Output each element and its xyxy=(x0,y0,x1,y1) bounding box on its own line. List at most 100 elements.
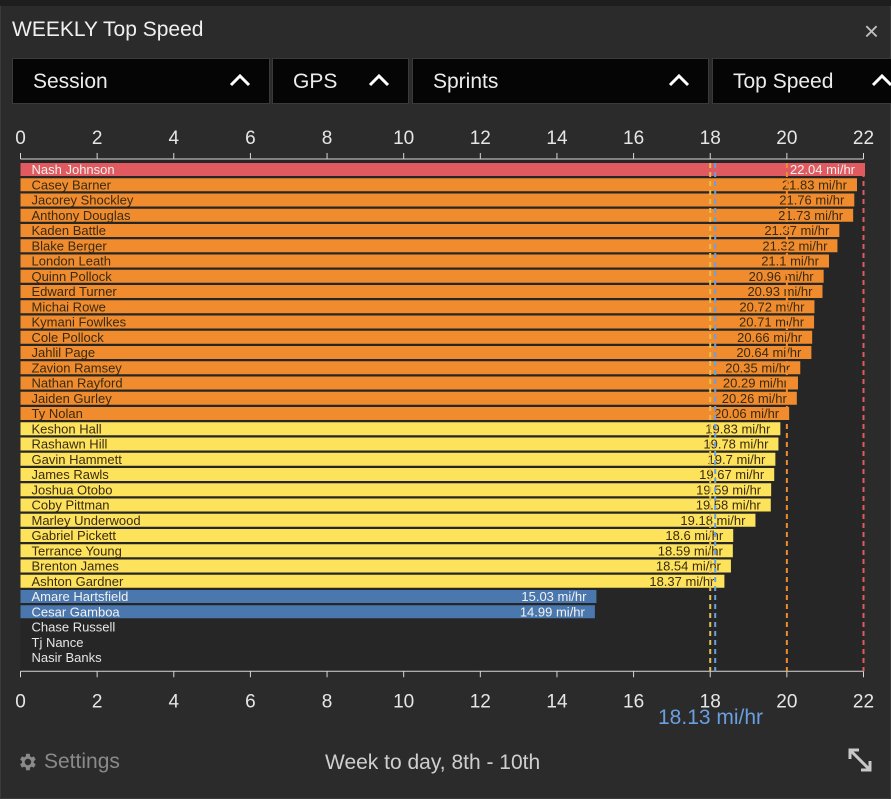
bar-name-label: Blake Berger xyxy=(32,238,108,253)
bottom-axis-tick-label: 8 xyxy=(322,691,333,710)
bar-name-label: James Rawls xyxy=(32,467,110,482)
bar-name-label: Michai Rowe xyxy=(32,299,106,314)
bar-value-label: 14.99 mi/hr xyxy=(520,604,586,619)
top-axis-tick-label: 4 xyxy=(168,128,179,149)
top-speed-dropdown-label: Top Speed xyxy=(733,70,834,93)
bottom-axis-tick-label: 6 xyxy=(245,691,256,710)
bar-edward-turner xyxy=(20,285,823,298)
bar-value-label: 21.83 mi/hr xyxy=(782,177,848,192)
top-axis-tick-label: 12 xyxy=(470,128,491,149)
bar-nash-johnson xyxy=(20,163,866,176)
session-dropdown[interactable]: Session xyxy=(12,58,270,104)
top-axis-tick-label: 14 xyxy=(546,128,568,149)
top-speed-dropdown[interactable]: Top Speed xyxy=(712,58,891,104)
bar-name-label: Jahlil Page xyxy=(32,345,96,360)
top-axis-tick-label: 8 xyxy=(322,128,333,149)
bar-name-label: Terrance Young xyxy=(32,543,122,558)
bottom-axis-tick-label: 10 xyxy=(393,691,414,710)
bar-value-label: 19.83 mi/hr xyxy=(705,421,771,436)
bar-value-label: 18.6 mi/hr xyxy=(665,528,723,543)
bar-coby-pittman xyxy=(20,498,771,512)
bar-name-label: Keshon Hall xyxy=(32,421,102,436)
bar-kymani-fowlkes xyxy=(20,315,815,329)
session-dropdown-label: Session xyxy=(33,70,108,93)
bar-name-label: Casey Barner xyxy=(32,177,112,192)
bar-value-label: 18.59 mi/hr xyxy=(658,543,724,558)
top-axis-tick-label: 16 xyxy=(623,128,644,149)
bar-value-label: 18.54 mi/hr xyxy=(656,559,722,574)
bar-kaden-battle xyxy=(20,224,840,237)
bar-joshua-otobo xyxy=(20,483,772,497)
bar-casey-barner xyxy=(20,178,857,192)
bar-name-label: London Leath xyxy=(32,254,112,269)
top-axis-tick-label: 20 xyxy=(776,128,797,149)
bottom-axis-tick-label: 2 xyxy=(92,691,103,710)
bar-name-label: Quinn Pollock xyxy=(32,269,113,284)
top-axis-tick-label: 10 xyxy=(393,128,414,149)
bar-keshon-hall xyxy=(20,422,781,436)
bar-name-label: Ty Nolan xyxy=(32,406,83,421)
bar-jahlil-page xyxy=(20,346,812,359)
reference-value-label: 18.13 mi/hr xyxy=(658,706,764,729)
bar-name-label: Rashawn Hill xyxy=(32,437,108,452)
bar-name-label: Jacorey Shockley xyxy=(32,193,134,208)
bar-name-label: Gavin Hammett xyxy=(32,452,123,467)
expand-icon[interactable] xyxy=(846,746,874,774)
chevron-up-icon xyxy=(871,73,891,87)
bar-name-label: Ashton Gardner xyxy=(32,574,124,589)
chevron-up-icon xyxy=(668,73,690,87)
bar-name-label: Jaiden Gurley xyxy=(32,391,113,406)
top-axis-tick-label: 2 xyxy=(92,128,103,149)
bar-brenton-james xyxy=(20,559,731,573)
bar-name-label: Kaden Battle xyxy=(32,223,106,238)
bar-name-label: Chase Russell xyxy=(32,620,116,635)
sprints-dropdown[interactable]: Sprints xyxy=(412,58,709,104)
bar-name-label: Joshua Otobo xyxy=(32,482,113,497)
bar-name-label: Anthony Douglas xyxy=(32,208,132,223)
bar-value-label: 19.78 mi/hr xyxy=(703,437,769,452)
bar-blake-berger xyxy=(20,239,838,253)
bar-cesar-gamboa xyxy=(20,605,595,619)
bar-value-label: 22.04 mi/hr xyxy=(790,162,856,177)
bar-value-label: 20.93 mi/hr xyxy=(747,284,813,299)
bar-anthony-douglas xyxy=(20,208,854,222)
bar-michai-rowe xyxy=(20,300,815,314)
bar-value-label: 19.67 mi/hr xyxy=(699,467,765,482)
bar-value-label: 20.26 mi/hr xyxy=(722,391,788,406)
bottom-axis-tick-label: 12 xyxy=(470,691,491,710)
top-strip xyxy=(0,0,891,6)
gps-dropdown-label: GPS xyxy=(293,70,338,93)
bottom-axis-tick-label: 0 xyxy=(15,691,26,710)
bar-quinn-pollock xyxy=(20,269,824,283)
settings-button[interactable]: Settings xyxy=(16,750,120,774)
settings-label: Settings xyxy=(44,750,120,773)
gps-dropdown[interactable]: GPS xyxy=(272,58,409,104)
bar-name-label: Zavion Ramsey xyxy=(32,360,123,375)
bar-london-leath xyxy=(20,254,830,268)
bar-name-label: Brenton James xyxy=(32,559,120,574)
sprints-dropdown-label: Sprints xyxy=(433,70,499,93)
bar-james-rawls xyxy=(20,468,775,481)
bar-name-label: Coby Pittman xyxy=(32,498,110,513)
bar-name-label: Nash Johnson xyxy=(32,162,115,177)
bar-ty-nolan xyxy=(20,407,790,420)
bar-name-label: Amare Hartsfield xyxy=(32,589,129,604)
chevron-up-icon xyxy=(229,73,251,87)
bar-value-label: 21.76 mi/hr xyxy=(779,193,845,208)
top-axis-tick-label: 0 xyxy=(15,128,26,149)
bar-amare-hartsfield xyxy=(20,590,597,603)
bar-value-label: 21.73 mi/hr xyxy=(778,208,844,223)
bar-value-label: 20.72 mi/hr xyxy=(739,299,805,314)
bar-name-label: Nathan Rayford xyxy=(32,376,123,391)
bar-ashton-gardner xyxy=(20,574,725,588)
bar-name-label: Kymani Fowlkes xyxy=(32,315,127,330)
bar-name-label: Cesar Gamboa xyxy=(32,604,121,619)
bar-value-label: 15.03 mi/hr xyxy=(521,589,587,604)
bar-gavin-hammett xyxy=(20,452,776,466)
bar-value-label: 20.35 mi/hr xyxy=(725,360,791,375)
bottom-axis-tick-label: 4 xyxy=(168,691,179,710)
close-button[interactable]: × xyxy=(863,16,879,46)
bar-value-label: 18.37 mi/hr xyxy=(649,574,715,589)
bar-name-label: Gabriel Pickett xyxy=(32,528,117,543)
bar-nathan-rayford xyxy=(20,376,798,390)
